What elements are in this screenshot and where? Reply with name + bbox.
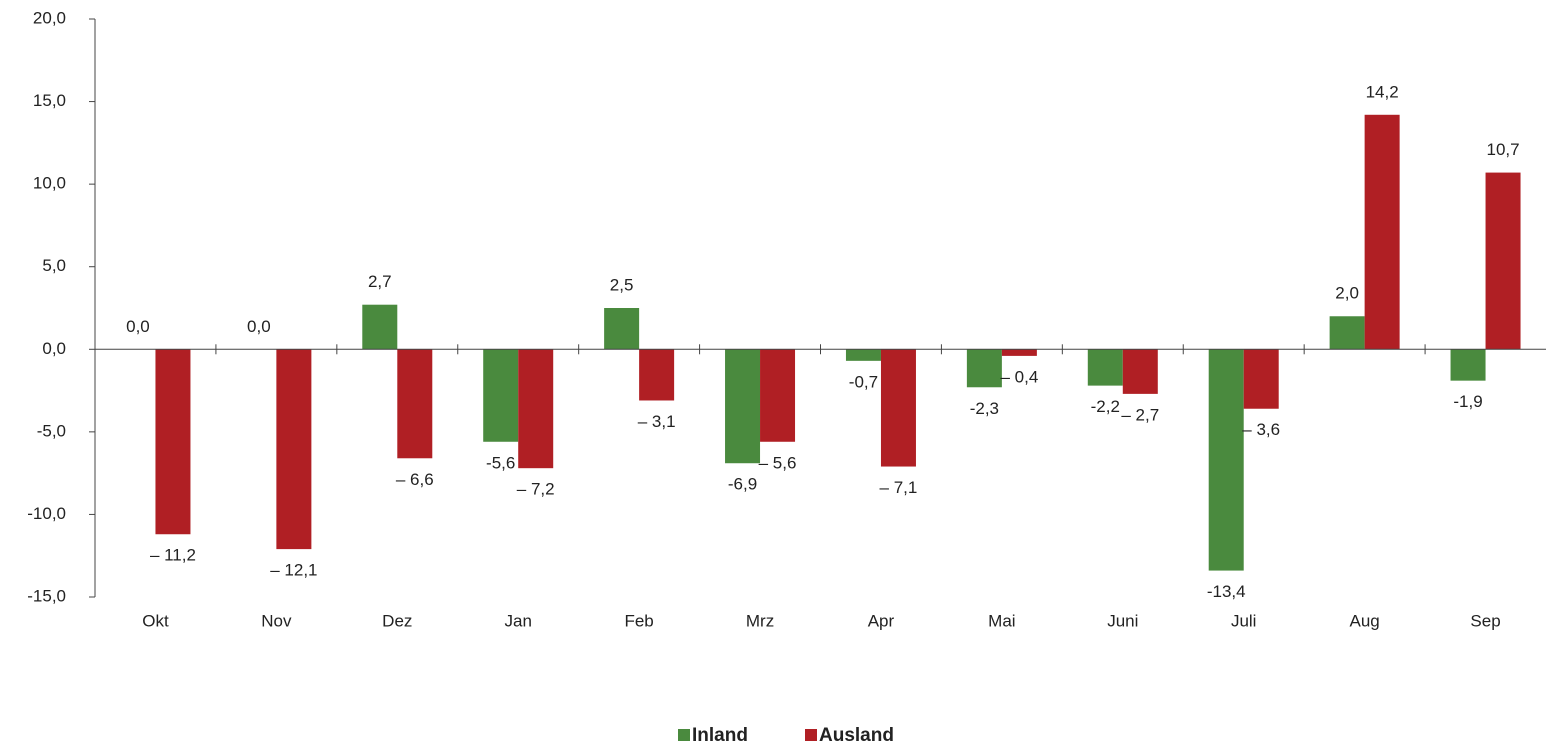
x-tick-label: Okt: [142, 611, 169, 630]
bar: [397, 349, 433, 459]
bar: [1329, 316, 1365, 350]
data-label: -5,6: [486, 453, 515, 472]
y-tick-label: -10,0: [27, 504, 66, 523]
data-label: – 3,6: [1242, 420, 1280, 439]
data-label: -2,2: [1091, 397, 1120, 416]
x-tick-label: Apr: [868, 611, 895, 630]
x-tick-label: Mrz: [746, 611, 774, 630]
data-label: -2,3: [970, 399, 999, 418]
legend-swatch: [805, 729, 817, 741]
bar: [966, 349, 1002, 388]
y-tick-label: 5,0: [42, 256, 66, 275]
data-label: 14,2: [1366, 82, 1399, 101]
data-label: – 5,6: [759, 453, 797, 472]
y-tick-label: 15,0: [33, 91, 66, 110]
bar: [604, 308, 640, 350]
bar: [639, 349, 675, 401]
y-tick-label: 0,0: [42, 339, 66, 358]
bar: [725, 349, 761, 464]
legend-swatch: [678, 729, 690, 741]
y-tick-label: 20,0: [33, 8, 66, 27]
y-tick-label: -15,0: [27, 586, 66, 605]
x-tick-label: Mai: [988, 611, 1015, 630]
bar: [276, 349, 312, 550]
x-tick-label: Dez: [382, 611, 412, 630]
bar: [880, 349, 916, 467]
data-label: 2,5: [610, 275, 634, 294]
data-label: – 3,1: [638, 412, 676, 431]
data-label: 10,7: [1486, 140, 1519, 159]
bar: [1208, 349, 1244, 571]
data-label: – 7,1: [880, 478, 918, 497]
legend-label: Inland: [692, 725, 748, 746]
x-tick-label: Sep: [1470, 611, 1500, 630]
data-label: 0,0: [126, 317, 150, 336]
data-label: – 2,7: [1121, 405, 1159, 424]
x-tick-label: Juni: [1107, 611, 1138, 630]
bar: [1243, 349, 1279, 409]
bar: [1001, 349, 1037, 356]
bar: [760, 349, 796, 442]
y-tick-label: 10,0: [33, 174, 66, 193]
x-tick-label: Juli: [1231, 611, 1257, 630]
bar: [1122, 349, 1158, 394]
bar: [1450, 349, 1486, 381]
x-tick-label: Jan: [504, 611, 531, 630]
x-tick-label: Feb: [624, 611, 653, 630]
x-tick-label: Nov: [261, 611, 292, 630]
bar: [155, 349, 191, 535]
data-label: 2,0: [1335, 284, 1359, 303]
bar: [845, 349, 881, 361]
y-tick-label: -5,0: [37, 421, 66, 440]
bar: [518, 349, 554, 469]
data-label: 0,0: [247, 317, 271, 336]
data-label: -6,9: [728, 475, 757, 494]
bar: [1364, 114, 1400, 350]
bar: [362, 304, 398, 350]
data-label: – 7,2: [517, 480, 555, 499]
legend-label: Ausland: [819, 725, 894, 746]
data-label: – 6,6: [396, 470, 434, 489]
data-label: – 0,4: [1000, 367, 1038, 386]
data-label: – 11,2: [150, 546, 196, 565]
data-label: – 12,1: [270, 561, 317, 580]
x-tick-label: Aug: [1350, 611, 1380, 630]
bar: [1485, 172, 1521, 350]
data-label: -0,7: [849, 372, 878, 391]
bar: [483, 349, 519, 442]
data-label: -13,4: [1207, 582, 1246, 601]
bar: [1087, 349, 1123, 386]
data-label: -1,9: [1453, 392, 1482, 411]
data-label: 2,7: [368, 272, 392, 291]
